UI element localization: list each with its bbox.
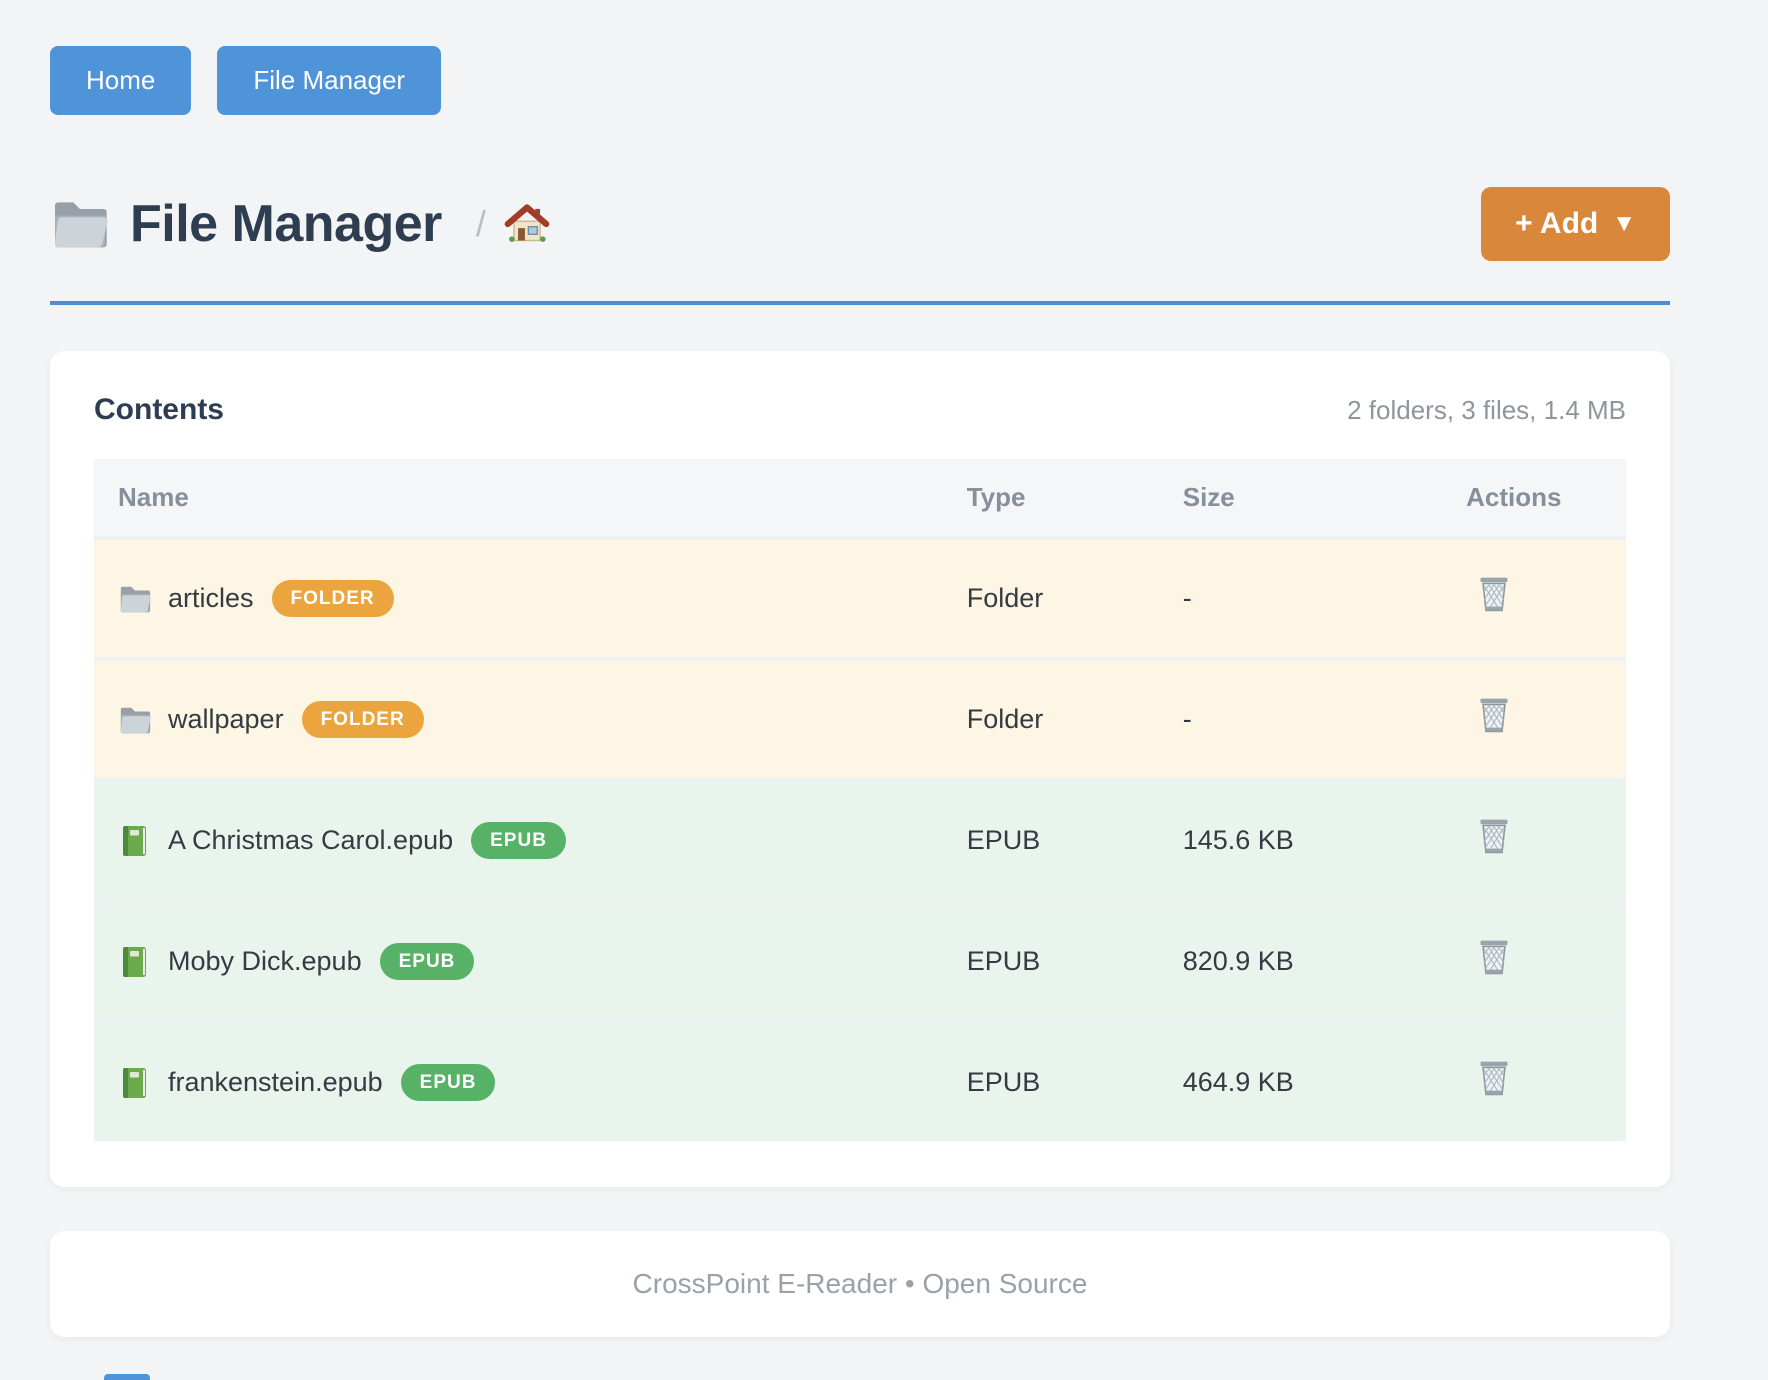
delete-button[interactable]	[1466, 574, 1512, 616]
house-icon	[504, 204, 550, 242]
type-badge: EPUB	[400, 1064, 496, 1101]
type-badge: FOLDER	[271, 580, 394, 617]
file-type: Folder	[942, 657, 1159, 778]
nav-home-button[interactable]: Home	[50, 46, 192, 115]
file-type: EPUB	[942, 778, 1159, 899]
file-name[interactable]: articles	[168, 583, 254, 613]
table-row: articles FOLDER Folder -	[94, 536, 1626, 657]
file-type: EPUB	[942, 899, 1159, 1020]
trash-icon	[1480, 819, 1508, 854]
folder-icon	[54, 202, 108, 248]
column-header-actions: Actions	[1442, 459, 1626, 536]
footer-text: CrossPoint E-Reader • Open Source	[632, 1268, 1088, 1299]
trash-icon	[1480, 577, 1508, 612]
type-badge: FOLDER	[301, 701, 424, 738]
file-size: 464.9 KB	[1158, 1020, 1443, 1141]
file-table-body: articles FOLDER Folder - wallpaper FOLDE…	[94, 536, 1626, 1141]
column-header-name: Name	[94, 459, 943, 536]
breadcrumb-home-link[interactable]	[504, 202, 550, 246]
add-button[interactable]: + Add ▼	[1481, 187, 1670, 261]
contents-card: Contents 2 folders, 3 files, 1.4 MB Name…	[50, 351, 1670, 1187]
file-size: 145.6 KB	[1158, 778, 1443, 899]
file-size: -	[1158, 657, 1443, 778]
delete-button[interactable]	[1466, 1058, 1512, 1100]
type-badge: EPUB	[471, 822, 566, 859]
trash-icon	[1480, 940, 1508, 975]
table-row: wallpaper FOLDER Folder -	[94, 657, 1626, 778]
table-row: A Christmas Carol.epub EPUB EPUB 145.6 K…	[94, 778, 1626, 899]
book-icon	[123, 825, 146, 856]
book-icon	[123, 946, 146, 977]
file-type: Folder	[942, 536, 1159, 657]
table-header-row: Name Type Size Actions	[94, 459, 1626, 536]
cutoff-element	[104, 1374, 150, 1380]
column-header-size: Size	[1158, 459, 1443, 536]
trash-icon	[1480, 698, 1508, 733]
file-size: 820.9 KB	[1158, 899, 1443, 1020]
column-header-type: Type	[942, 459, 1159, 536]
breadcrumb-separator: /	[475, 203, 486, 244]
table-row: Moby Dick.epub EPUB EPUB 820.9 KB	[94, 899, 1626, 1020]
table-row: frankenstein.epub EPUB EPUB 464.9 KB	[94, 1020, 1626, 1141]
file-name[interactable]: Moby Dick.epub	[168, 946, 362, 976]
book-icon	[123, 1067, 146, 1098]
add-button-label: + Add	[1515, 207, 1599, 240]
nav-file-manager-button[interactable]: File Manager	[217, 46, 442, 115]
top-nav: Home File Manager	[50, 46, 1670, 115]
file-name[interactable]: wallpaper	[168, 704, 284, 734]
delete-button[interactable]	[1466, 937, 1512, 979]
file-type: EPUB	[942, 1020, 1159, 1141]
file-size: -	[1158, 536, 1443, 657]
contents-title: Contents	[94, 393, 224, 426]
file-name[interactable]: frankenstein.epub	[168, 1067, 383, 1097]
folder-icon	[120, 707, 151, 733]
file-table: Name Type Size Actions articles FOLDER F…	[94, 459, 1626, 1141]
delete-button[interactable]	[1466, 816, 1512, 858]
page-header: File Manager / + Add ▼	[50, 187, 1670, 305]
contents-summary: 2 folders, 3 files, 1.4 MB	[1347, 395, 1626, 425]
trash-icon	[1480, 1061, 1508, 1096]
page-title-icon-wrap	[50, 197, 110, 251]
folder-icon	[120, 586, 151, 612]
footer: CrossPoint E-Reader • Open Source	[50, 1231, 1670, 1337]
type-badge: EPUB	[379, 943, 475, 980]
chevron-down-icon: ▼	[1612, 210, 1636, 237]
delete-button[interactable]	[1466, 695, 1512, 737]
file-name[interactable]: A Christmas Carol.epub	[168, 825, 454, 855]
page-title: File Manager	[130, 195, 442, 253]
